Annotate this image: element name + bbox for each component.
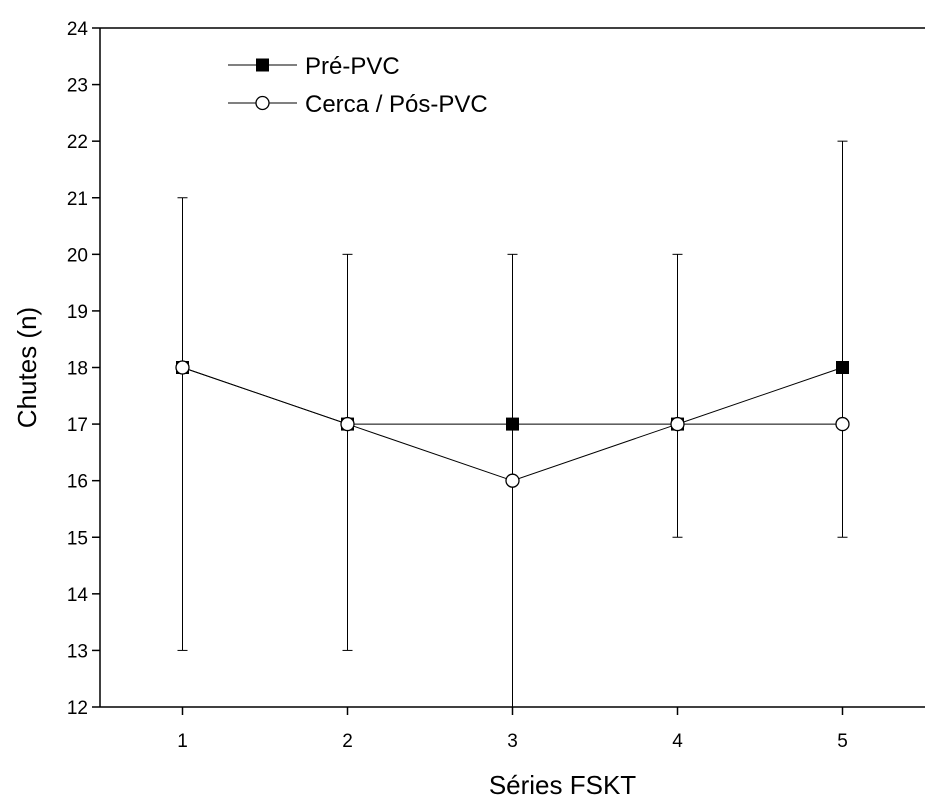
data-point-square [836, 361, 849, 374]
data-point-circle [175, 360, 190, 375]
x-axis-title: Séries FSKT [489, 770, 636, 800]
y-tick-label: 21 [67, 189, 88, 210]
series-group [175, 360, 850, 488]
y-tick-label: 18 [67, 359, 88, 380]
x-tick-label: 3 [507, 731, 518, 752]
legend-label: Cerca / Pós-PVC [305, 91, 488, 118]
data-point-circle [340, 416, 355, 432]
data-point-circle [505, 473, 520, 488]
legend: Pré-PVC Cerca / Pós-PVC [228, 53, 488, 118]
y-tick-label: 22 [67, 132, 88, 153]
y-tick-label: 16 [67, 472, 88, 493]
x-tick-label: 4 [672, 731, 683, 752]
y-tick-label: 15 [67, 528, 88, 549]
y-tick-label: 17 [67, 415, 88, 436]
x-tick-label: 2 [342, 731, 353, 752]
y-tick-label: 23 [67, 76, 88, 97]
y-tick-label: 14 [67, 585, 89, 606]
y-tick-label: 20 [67, 245, 88, 266]
y-axis-title: Chutes (n) [12, 307, 42, 428]
legend-marker-square [256, 58, 269, 72]
x-tick-label: 5 [837, 731, 848, 752]
data-point-square [506, 417, 519, 431]
data-point-circle [670, 416, 685, 432]
error-bars [177, 140, 848, 707]
y-tick-label: 12 [67, 698, 88, 719]
data-point-circle [835, 416, 850, 432]
y-tick-label: 24 [67, 19, 89, 40]
legend-marker-circle [255, 95, 270, 111]
x-tick-label: 1 [177, 731, 188, 752]
legend-label: Pré-PVC [305, 53, 400, 80]
y-tick-label: 19 [67, 302, 88, 323]
y-tick-label: 13 [67, 641, 88, 662]
